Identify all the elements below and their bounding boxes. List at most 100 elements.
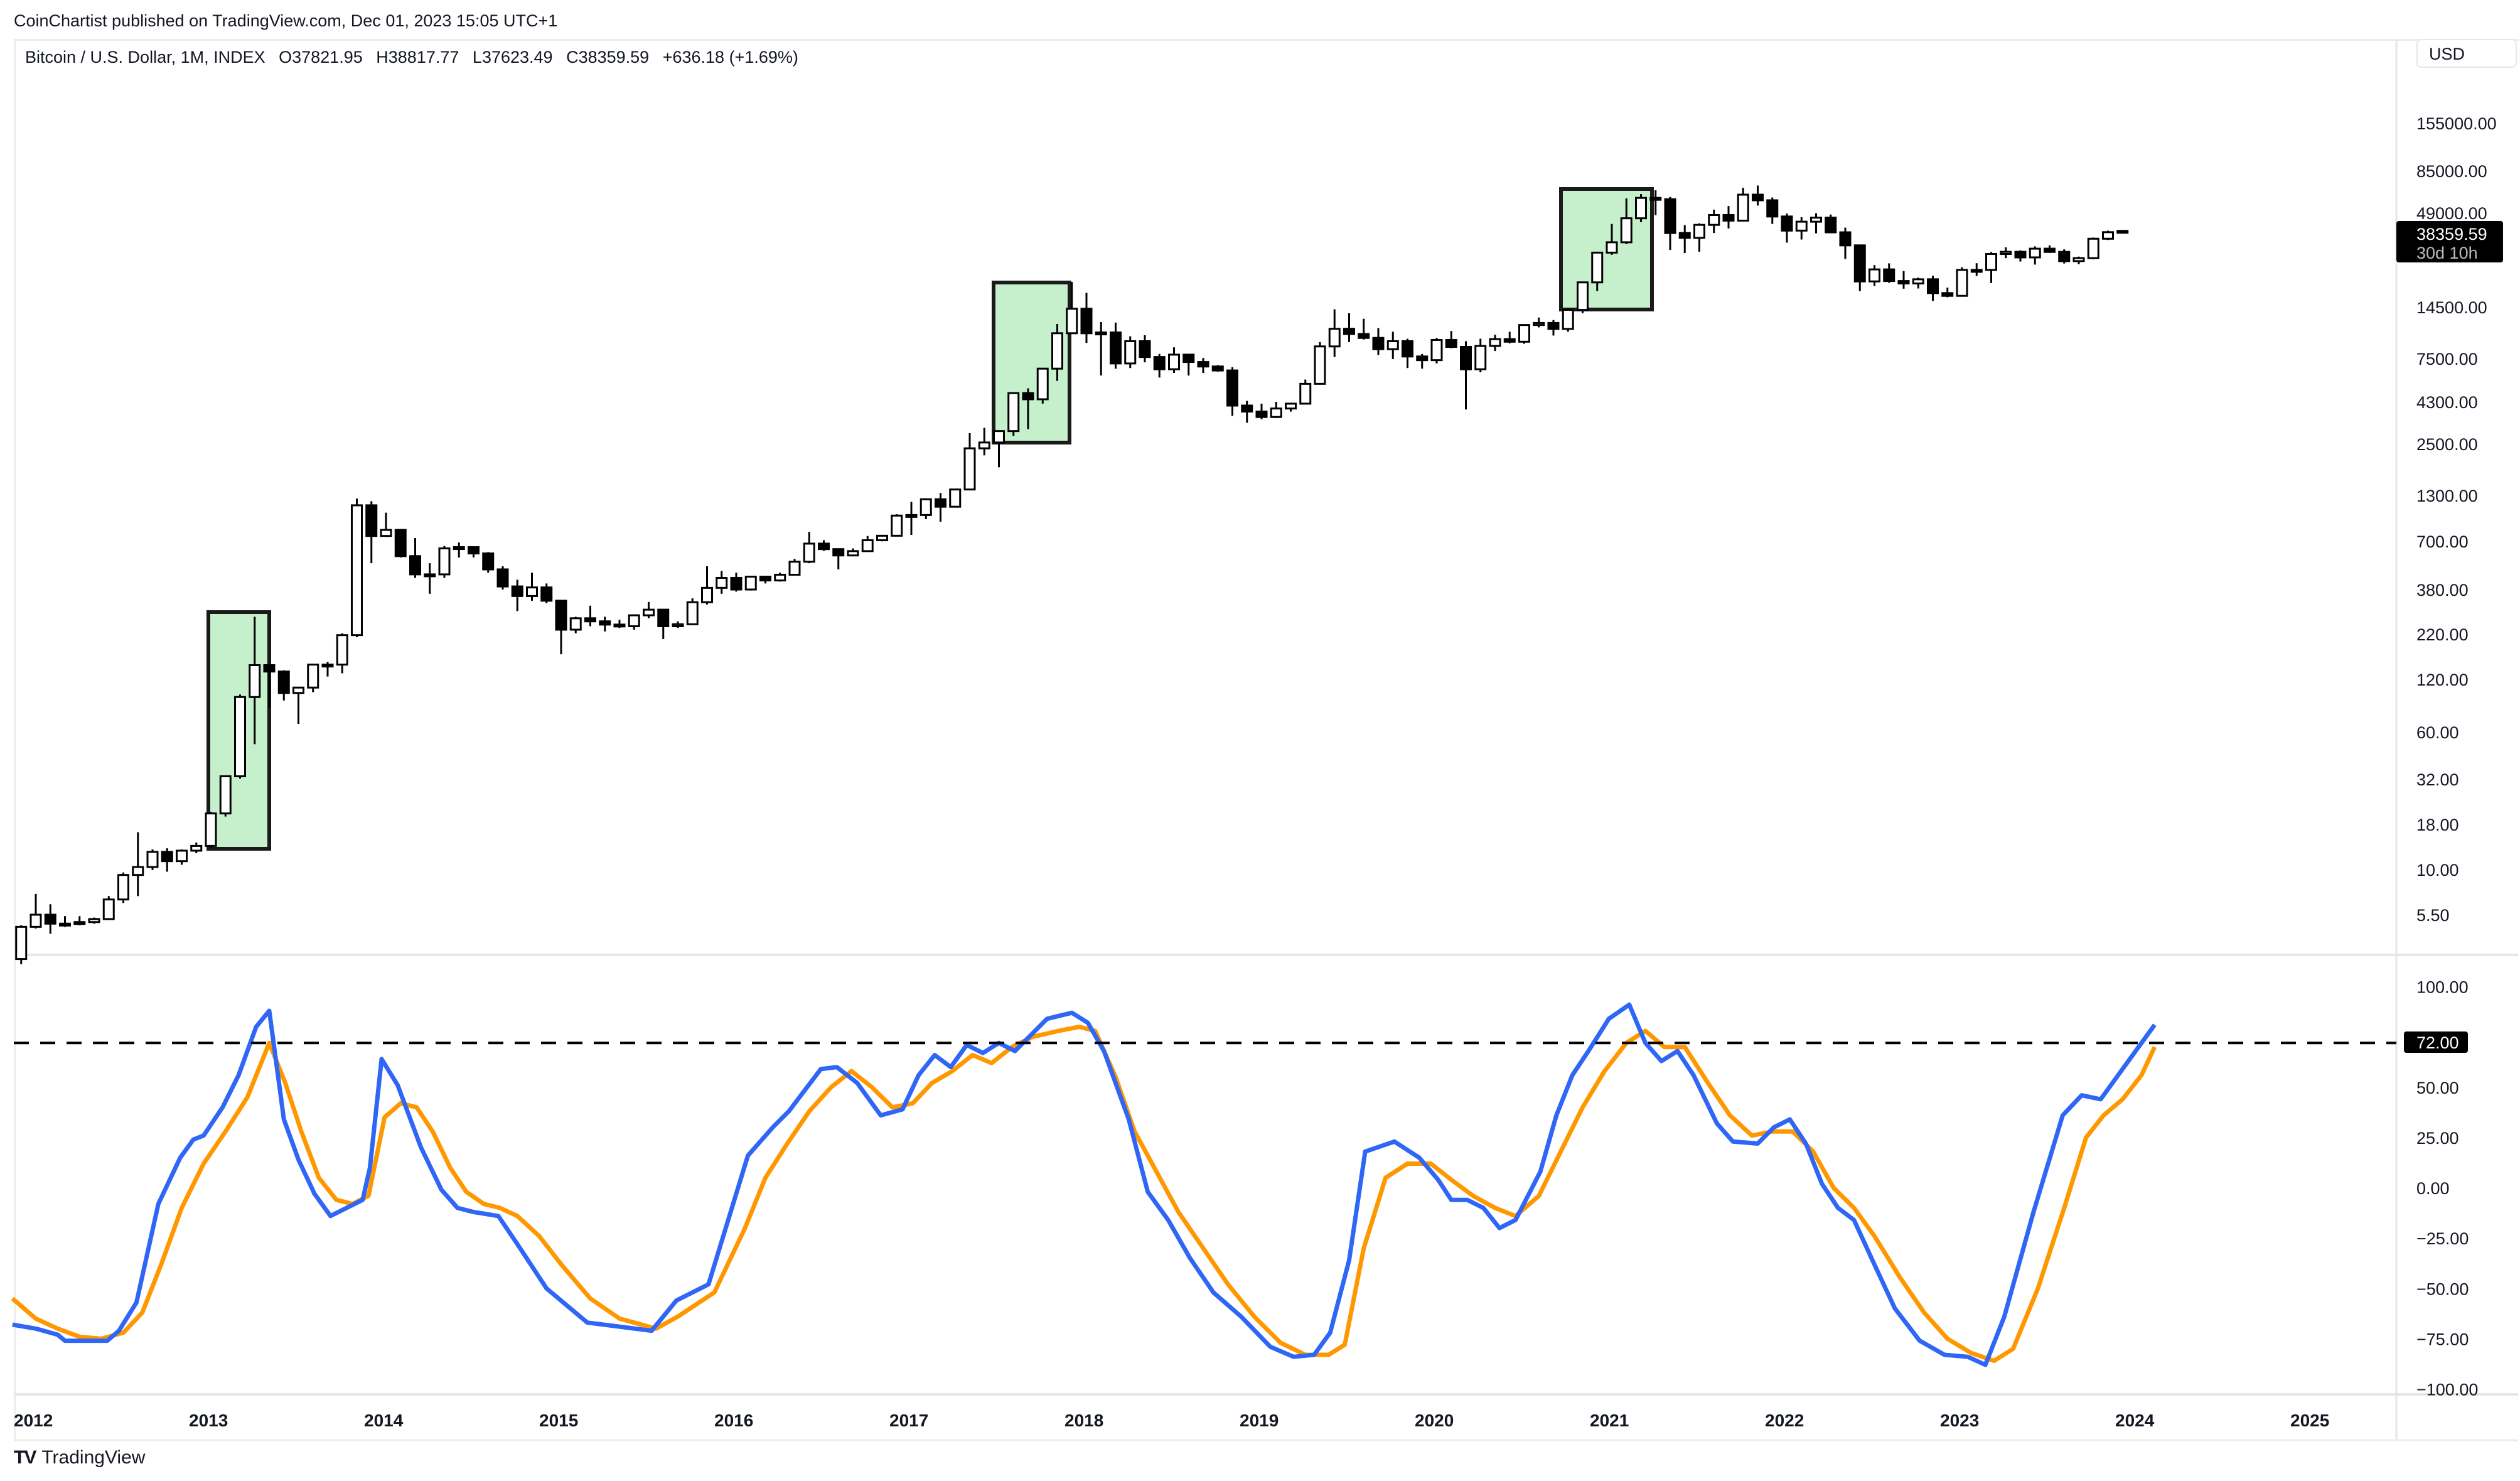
- price-tick: 60.00: [2416, 723, 2459, 742]
- candle: [1051, 324, 1063, 381]
- candle: [905, 502, 918, 536]
- candle: [672, 621, 684, 628]
- candle: [1956, 267, 1968, 297]
- candle: [292, 686, 304, 724]
- candle: [1985, 252, 1997, 283]
- osc-tick: −25.00: [2416, 1229, 2469, 1248]
- candle: [876, 534, 888, 542]
- chart-frame: [14, 39, 2519, 1440]
- candle: [1474, 338, 1487, 373]
- currency-button[interactable]: USD: [2416, 39, 2517, 68]
- level-badge: 72.00: [2404, 1031, 2468, 1053]
- tradingview-logo-icon: TV: [14, 1447, 36, 1468]
- time-tick: 2014: [364, 1411, 404, 1430]
- candle: [117, 872, 129, 903]
- candle: [1241, 401, 1253, 423]
- candle: [1328, 309, 1341, 357]
- candle: [569, 617, 582, 633]
- level-badge-value: 72.00: [2416, 1033, 2459, 1052]
- candle: [1358, 318, 1370, 340]
- candle: [2000, 247, 2012, 259]
- candle: [613, 620, 626, 628]
- candlestick-series: [15, 185, 2129, 964]
- ohlc-low: L37623.49: [472, 48, 553, 67]
- candle: [1693, 223, 1705, 252]
- candle: [788, 559, 801, 576]
- slow-line: [11, 1025, 2157, 1364]
- price-tick: 700.00: [2416, 532, 2469, 551]
- time-tick: 2015: [539, 1411, 578, 1430]
- candle: [44, 904, 56, 934]
- last-price-value: 38359.59: [2416, 225, 2487, 244]
- candle: [496, 566, 509, 590]
- time-tick: 2012: [14, 1411, 53, 1430]
- price-tick: 18.00: [2416, 816, 2459, 834]
- time-axis-ticks: 2012 2013 2014 2015 2016 2017 2018 2019 2020 2021…: [14, 1411, 2329, 1430]
- candle: [365, 501, 378, 564]
- candle: [219, 775, 232, 817]
- candle: [1781, 213, 1793, 243]
- bar-countdown: 30d 10h: [2416, 244, 2478, 262]
- candle: [1941, 288, 1954, 298]
- price-axis-ticks: 155000.00 85000.00 49000.00 14500.00 7500.00…: [2416, 114, 2497, 925]
- candle: [161, 848, 173, 872]
- candle: [1139, 335, 1151, 363]
- osc-tick: −75.00: [2416, 1330, 2469, 1349]
- candle: [1489, 335, 1501, 352]
- candle: [468, 546, 480, 557]
- candle: [1883, 263, 1895, 283]
- candle: [1591, 251, 1604, 291]
- candle: [336, 633, 348, 674]
- candle: [2102, 230, 2114, 240]
- candle: [1343, 313, 1355, 342]
- candle: [949, 488, 962, 508]
- time-tick: 2022: [1765, 1411, 1804, 1430]
- candle: [453, 542, 465, 557]
- candle: [73, 916, 86, 925]
- candle: [482, 552, 495, 573]
- candle: [759, 576, 771, 584]
- candle: [1795, 217, 1808, 240]
- symbol-title[interactable]: Bitcoin / U.S. Dollar, 1M, INDEX: [25, 48, 265, 67]
- candle: [555, 600, 567, 655]
- candle: [1211, 365, 1224, 372]
- price-tick: 380.00: [2416, 581, 2469, 600]
- time-tick: 2020: [1415, 1411, 1454, 1430]
- candle: [1752, 185, 1764, 206]
- ohlc-open: O37821.95: [279, 48, 363, 67]
- tradingview-brand[interactable]: TV TradingView: [14, 1447, 145, 1468]
- candle: [1970, 263, 1983, 276]
- oscillator-series: [11, 1002, 2157, 1367]
- price-tick: 85000.00: [2416, 162, 2487, 181]
- candle: [277, 670, 290, 701]
- candle: [102, 896, 115, 920]
- price-tick: 1300.00: [2416, 487, 2478, 505]
- candle: [774, 573, 786, 582]
- osc-tick: 0.00: [2416, 1179, 2450, 1198]
- price-tick: 4300.00: [2416, 393, 2478, 412]
- candle: [1314, 342, 1326, 385]
- candle: [1577, 281, 1589, 314]
- candle: [701, 566, 713, 605]
- candle: [1386, 331, 1399, 359]
- candle: [818, 540, 830, 551]
- candle: [1182, 353, 1195, 376]
- candle: [424, 563, 436, 594]
- candle: [1503, 331, 1516, 343]
- candle: [1810, 213, 1822, 234]
- candle: [716, 571, 728, 594]
- candle: [1533, 317, 1545, 328]
- price-tick: 49000.00: [2416, 204, 2487, 223]
- candle: [234, 694, 246, 779]
- candle: [993, 430, 1005, 468]
- candle: [1853, 244, 1866, 291]
- candle: [1430, 338, 1443, 364]
- symbol-legend: Bitcoin / U.S. Dollar, 1M, INDEX O37821.…: [25, 48, 807, 67]
- ohlc-close: C38359.59: [566, 48, 650, 67]
- time-tick: 2024: [2115, 1411, 2155, 1430]
- candle: [847, 548, 859, 557]
- candle: [1562, 308, 1574, 332]
- candle: [1635, 194, 1647, 222]
- candle: [599, 617, 611, 632]
